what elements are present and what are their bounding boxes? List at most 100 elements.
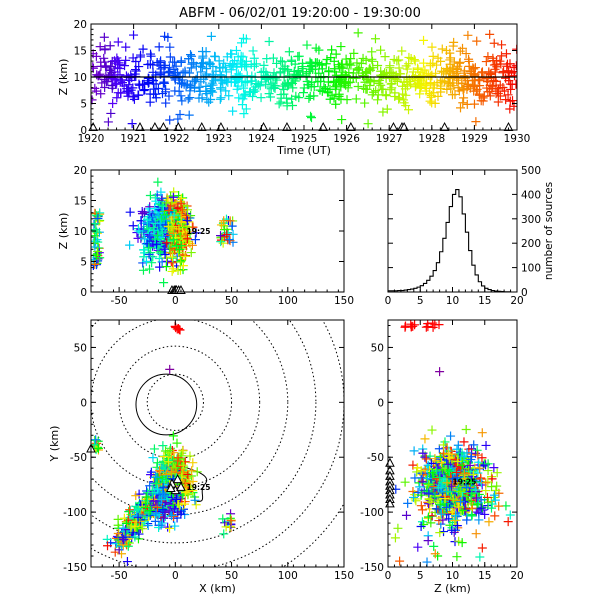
source-point: [167, 197, 177, 207]
source-point: [239, 91, 249, 101]
source-point: [424, 480, 434, 490]
source-point: [240, 89, 250, 99]
source-point: [165, 523, 175, 533]
source-point: [165, 115, 175, 125]
source-point: [180, 487, 190, 497]
source-point: [106, 108, 116, 118]
source-point: [461, 425, 471, 435]
source-point: [485, 29, 495, 39]
source-point: [419, 58, 429, 68]
altitude-time-xtick-label: 1923: [205, 133, 232, 145]
source-point: [170, 233, 180, 243]
source-point: [459, 93, 469, 103]
source-point: [205, 84, 215, 94]
source-point: [445, 48, 455, 58]
source-point: [160, 31, 170, 41]
source-point: [304, 93, 314, 103]
source-point: [161, 198, 171, 208]
source-point: [144, 217, 154, 227]
source-point: [461, 49, 471, 59]
station-marker: [176, 481, 186, 491]
source-point: [113, 88, 123, 98]
source-point: [437, 457, 447, 467]
source-point: [361, 84, 371, 94]
source-point: [456, 103, 466, 113]
source-point: [198, 47, 208, 57]
source-point: [247, 76, 257, 86]
source-point: [128, 221, 138, 231]
source-point: [239, 109, 249, 119]
source-point: [288, 78, 298, 88]
source-point: [142, 215, 152, 225]
source-point: [397, 46, 407, 56]
source-point: [224, 235, 234, 245]
y-z-xtick-label: 0: [385, 570, 392, 582]
source-point: [503, 517, 513, 527]
source-point: [433, 551, 443, 561]
source-point: [221, 522, 231, 532]
source-point: [103, 117, 113, 127]
source-point: [219, 232, 229, 242]
source-point: [93, 443, 103, 453]
source-point: [166, 248, 176, 258]
source-point: [433, 462, 443, 472]
histogram-ylabel: number of sources: [543, 182, 555, 280]
source-point: [266, 84, 276, 94]
source-point: [305, 91, 315, 101]
source-point: [130, 532, 140, 542]
source-point: [425, 96, 435, 106]
source-point: [505, 104, 515, 114]
altitude-x-xtick-label: 50: [225, 295, 238, 307]
source-point: [158, 441, 168, 451]
source-point: [221, 86, 231, 96]
source-point: [458, 98, 468, 108]
source-point: [131, 491, 141, 501]
source-point: [329, 76, 339, 86]
source-point: [235, 70, 245, 80]
source-point: [157, 518, 167, 528]
source-point: [210, 51, 220, 61]
source-point: [441, 502, 451, 512]
source-point: [465, 460, 475, 470]
source-point: [111, 539, 121, 549]
source-point: [460, 474, 470, 484]
altitude-x-points: [91, 177, 238, 288]
source-point: [220, 518, 230, 528]
altitude-x-panel: 19:25 -50 0 50 100 150 0 5 10 15 20 Z (km): [57, 165, 354, 307]
source-point: [359, 83, 369, 93]
source-point: [314, 45, 324, 55]
source-point: [142, 76, 152, 86]
source-point: [325, 94, 335, 104]
source-point: [197, 93, 207, 103]
source-point: [134, 226, 144, 236]
source-point: [148, 223, 158, 233]
source-point: [167, 221, 177, 231]
source-point: [451, 511, 461, 521]
source-point: [146, 248, 156, 258]
source-point: [316, 73, 326, 83]
source-point: [196, 59, 206, 69]
source-point: [489, 60, 499, 70]
altitude-x-ytick-label: 20: [74, 165, 87, 177]
source-point: [180, 251, 190, 261]
histogram-xtick-label: 20: [510, 295, 523, 307]
source-point: [127, 119, 137, 129]
source-point: [234, 93, 244, 103]
source-point: [168, 235, 178, 245]
source-point: [469, 440, 479, 450]
source-point: [493, 97, 503, 107]
source-point: [232, 84, 242, 94]
figure-title: ABFM - 06/02/01 19:20:00 - 19:30:00: [179, 6, 421, 21]
source-point: [481, 478, 491, 488]
source-point: [413, 65, 423, 75]
source-point: [304, 80, 314, 90]
source-point: [138, 258, 148, 268]
source-point: [214, 56, 224, 66]
source-point: [354, 63, 364, 73]
source-point: [321, 59, 331, 69]
source-point: [204, 97, 214, 107]
source-point: [378, 107, 388, 117]
source-point: [376, 70, 386, 80]
source-point: [445, 73, 455, 83]
